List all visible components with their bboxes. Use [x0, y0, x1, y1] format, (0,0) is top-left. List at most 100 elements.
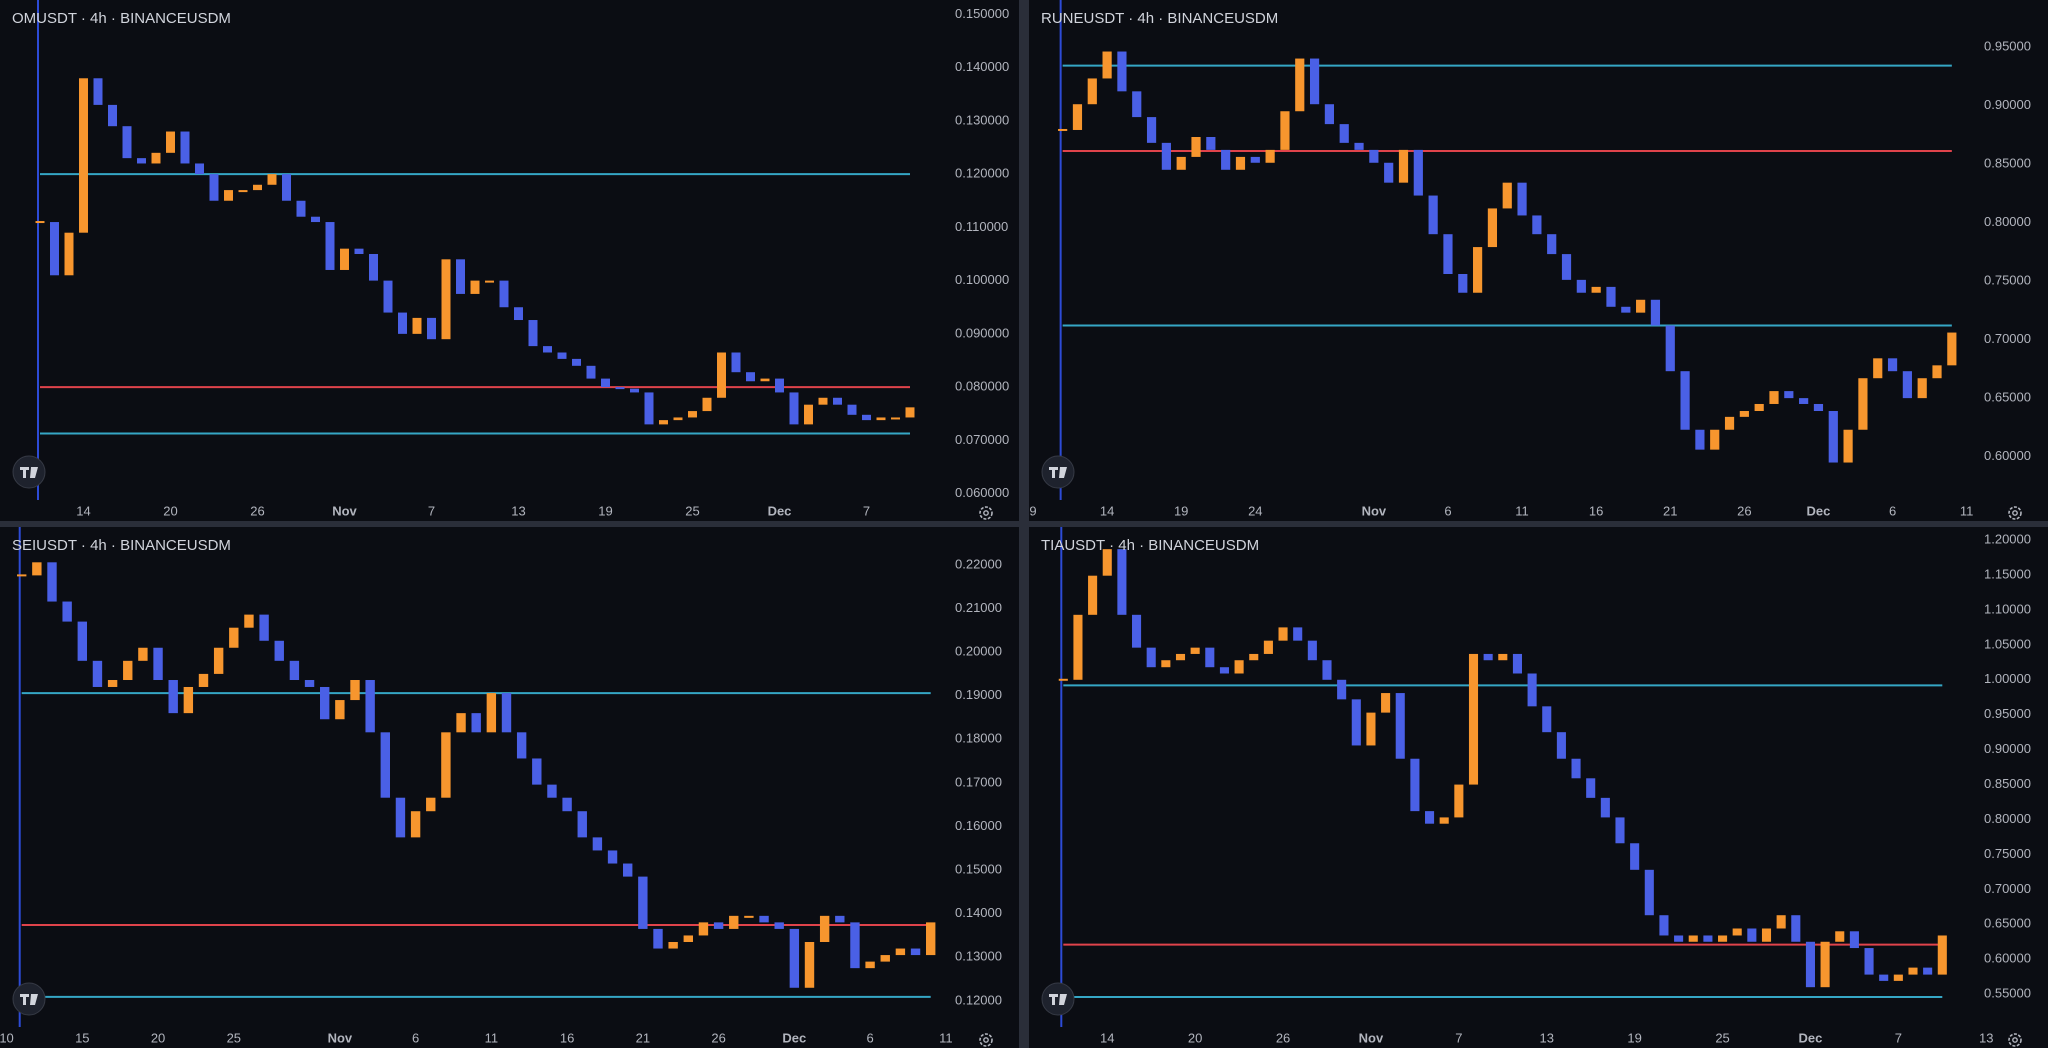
candle	[1820, 941, 1830, 988]
candle	[744, 915, 754, 918]
x-tick-label: 14	[1100, 1030, 1114, 1045]
candle	[1621, 306, 1631, 313]
settings-button[interactable]	[2008, 506, 2022, 520]
candle	[153, 647, 163, 681]
candle	[1235, 156, 1246, 170]
candle	[1221, 149, 1231, 170]
candle	[335, 700, 345, 720]
x-tick-label: 25	[1715, 1030, 1729, 1045]
candle	[1384, 162, 1394, 183]
candle	[1473, 247, 1483, 293]
x-tick-label: 14	[76, 503, 90, 518]
settings-button[interactable]	[979, 506, 993, 520]
y-tick-label: 0.090000	[955, 325, 1009, 340]
settings-button[interactable]	[2008, 1033, 2022, 1047]
logo-button[interactable]	[12, 455, 46, 489]
gear-outer	[979, 506, 993, 520]
gear-outer	[979, 1033, 993, 1047]
y-tick-label: 0.16000	[955, 818, 1002, 833]
candle	[138, 647, 148, 661]
candle	[1278, 627, 1288, 641]
candle	[1532, 215, 1542, 235]
candle	[354, 248, 364, 254]
candle	[50, 222, 59, 276]
x-tick-label: 13	[1979, 1030, 1993, 1045]
candle	[592, 837, 603, 851]
candle	[1234, 660, 1244, 674]
candle	[1776, 915, 1786, 929]
logo-button[interactable]	[12, 982, 46, 1016]
x-tick-label: 6	[1889, 503, 1896, 518]
y-tick-label: 1.05000	[1984, 636, 2031, 651]
y-tick-label: 0.15000	[955, 862, 1002, 877]
candle	[1887, 358, 1898, 372]
logo-circle	[12, 455, 46, 489]
y-tick-label: 1.20000	[1984, 532, 2031, 547]
candle	[1176, 156, 1186, 170]
candle	[1146, 117, 1157, 143]
x-tick-label: 21	[636, 1030, 650, 1045]
candle	[759, 915, 769, 923]
candle	[1873, 358, 1883, 379]
candle	[601, 378, 610, 388]
y-tick-label: 0.14000	[955, 905, 1002, 920]
candle	[865, 961, 875, 969]
candle	[17, 574, 27, 577]
chart-title: TIAUSDT · 4h · BINANCEUSDM	[1041, 537, 1259, 554]
y-tick-label: 0.60000	[1984, 448, 2031, 463]
candle	[183, 686, 194, 714]
candle	[441, 259, 451, 340]
candle	[623, 863, 633, 877]
candle	[1337, 679, 1347, 700]
candle	[267, 174, 277, 185]
x-tick-label: 20	[151, 1030, 165, 1045]
candle	[1366, 712, 1376, 746]
candle	[891, 417, 900, 420]
logo-button[interactable]	[1041, 982, 1075, 1016]
y-tick-label: 0.95000	[1984, 706, 2031, 721]
candle	[209, 174, 219, 201]
x-tick-label: 19	[1174, 503, 1188, 518]
candle	[1747, 928, 1757, 942]
candle	[1703, 935, 1713, 942]
x-tick-label: 25	[227, 1030, 241, 1045]
candle	[1805, 941, 1815, 988]
candle	[166, 131, 175, 153]
candle	[1561, 254, 1572, 280]
candle	[253, 184, 262, 191]
y-tick-label: 0.060000	[955, 485, 1009, 500]
candle	[1468, 653, 1479, 785]
candle	[910, 948, 921, 956]
candle	[1547, 234, 1557, 255]
x-tick-label: 7	[1895, 1030, 1902, 1045]
candle	[1072, 104, 1083, 130]
y-tick-label: 0.19000	[955, 687, 1002, 702]
candle	[1923, 967, 1933, 975]
pane-background	[0, 0, 1019, 521]
y-tick-label: 0.70000	[1984, 881, 2031, 896]
candle	[746, 372, 755, 382]
pane-background	[1029, 527, 2048, 1048]
candle	[713, 922, 724, 929]
candle	[137, 158, 146, 164]
candle	[1369, 149, 1379, 163]
y-tick-label: 0.080000	[955, 379, 1009, 394]
chart-title: SEIUSDT · 4h · BINANCEUSDM	[12, 537, 231, 554]
x-tick-label: 13	[1540, 1030, 1554, 1045]
logo-button[interactable]	[1041, 455, 1075, 489]
candle	[833, 397, 842, 405]
candle	[1205, 647, 1215, 668]
candle	[1769, 391, 1779, 404]
candle	[1650, 299, 1661, 326]
candle	[577, 811, 587, 838]
candle	[1680, 371, 1690, 430]
candle	[818, 397, 828, 405]
candle	[1398, 149, 1409, 183]
candle	[1117, 51, 1127, 92]
settings-button[interactable]	[979, 1033, 993, 1047]
candle	[1088, 575, 1098, 615]
candle	[151, 152, 161, 164]
candle	[668, 941, 678, 949]
candle	[1791, 915, 1801, 942]
